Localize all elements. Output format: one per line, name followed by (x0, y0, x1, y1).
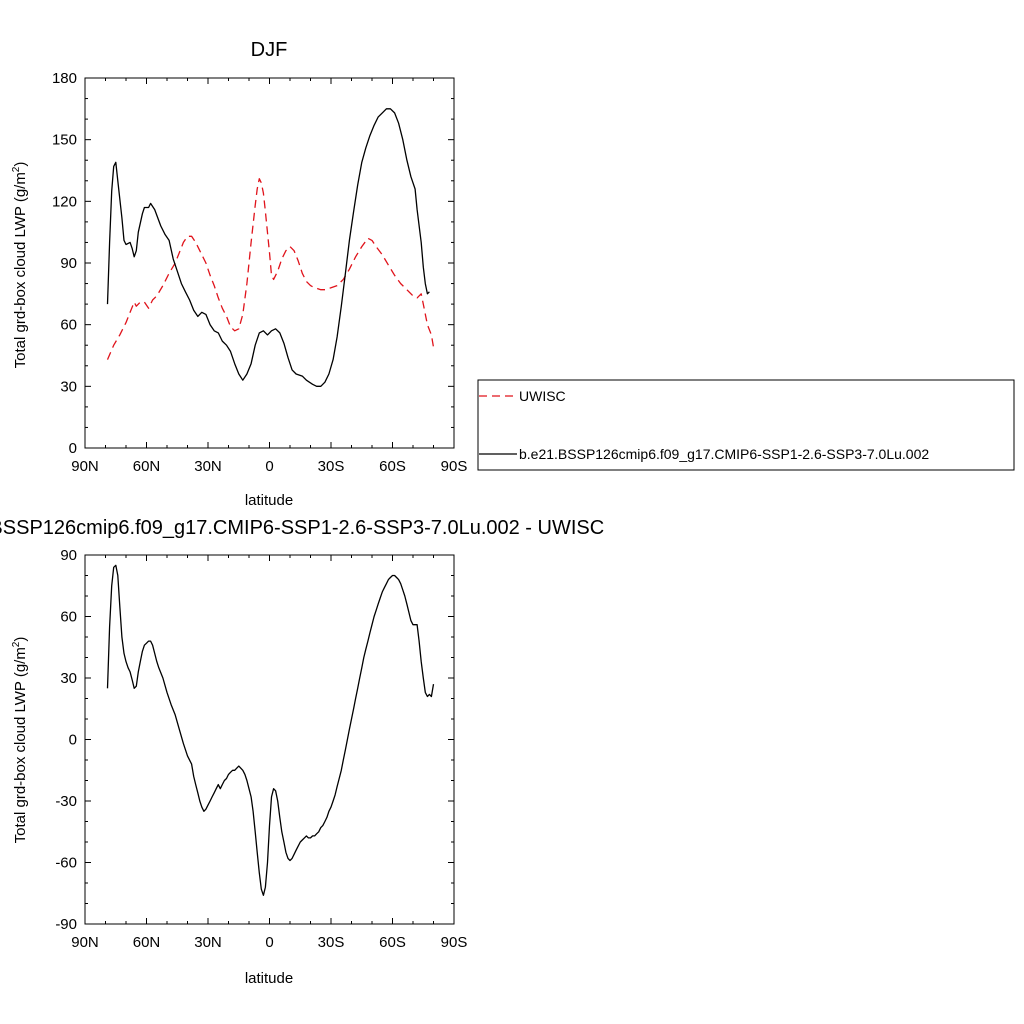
x-tick-label: 90N (71, 934, 99, 951)
y-tick-label: -60 (55, 855, 77, 872)
y-axis-label-main: Total grd-box cloud LWP (g/m (12, 647, 29, 843)
plot-area: 90N 60N 30N 0 30S 60S 90S 0 30 60 90 120 150 180 (52, 70, 467, 475)
y-tick-label: -30 (55, 793, 77, 810)
legend-label-model: b.e21.BSSP126cmip6.f09_g17.CMIP6-SSP1-2.… (519, 446, 929, 462)
y-tick-label: 0 (69, 440, 77, 457)
y-tick-label: 150 (52, 132, 77, 149)
y-tick-label: 180 (52, 70, 77, 87)
y-tick-label: 60 (60, 609, 77, 626)
y-axis-label: Total grd-box cloud LWP (g/m2) (11, 637, 29, 844)
series-line-b-e21-bssp126cmip6-f09-g17-cmip6-ssp1-2-6-ssp3-7-0lu-002 (106, 108, 430, 387)
x-tick-label: 60N (133, 934, 161, 951)
y-tick-label: 30 (60, 378, 77, 395)
chart-title: DJF (251, 39, 288, 61)
y-axis-label-end: ) (12, 162, 29, 167)
x-tick-label: 30S (318, 458, 345, 475)
x-tick-label: 90S (441, 934, 468, 951)
x-tick-label: 60S (379, 934, 406, 951)
y-axis-label-sup: 2 (11, 641, 22, 647)
y-axis-label-end: ) (12, 637, 29, 642)
x-axis-label: latitude (245, 492, 293, 509)
chart-difference: b.e21.BSSP126cmip6.f09_g17.CMIP6-SSP1-2.… (0, 517, 604, 987)
y-axis-label: Total grd-box cloud LWP (g/m2) (11, 162, 29, 369)
x-tick-label: 30S (318, 934, 345, 951)
x-tick-label: 30N (194, 458, 222, 475)
x-tick-label: 0 (265, 934, 273, 951)
y-tick-label: 60 (60, 317, 77, 334)
x-tick-label: 60N (133, 458, 161, 475)
x-tick-label: 90N (71, 458, 99, 475)
legend: UWISC b.e21.BSSP126cmip6.f09_g17.CMIP6-S… (477, 379, 1015, 471)
x-axis-label: latitude (245, 970, 293, 987)
y-tick-label: 90 (60, 255, 77, 272)
x-tick-label: 30N (194, 934, 222, 951)
y-axis-label-sup: 2 (11, 166, 22, 172)
legend-frame (477, 379, 1015, 471)
y-tick-label: 120 (52, 193, 77, 210)
series-line-difference (106, 564, 435, 896)
y-tick-label: 30 (60, 670, 77, 687)
chart-djf: DJF Total grd-box cloud LWP (g/m2) latit… (11, 39, 1015, 509)
x-tick-label: 90S (441, 458, 468, 475)
legend-label-uwisc: UWISC (519, 388, 566, 404)
x-tick-label: 0 (265, 458, 273, 475)
x-tick-label: 60S (379, 458, 406, 475)
chart-title: b.e21.BSSP126cmip6.f09_g17.CMIP6-SSP1-2.… (0, 517, 604, 539)
plot-area: 90N 60N 30N 0 30S 60S 90S -90 -60 -30 0 30 60 90 (55, 547, 467, 951)
y-tick-label: 0 (69, 732, 77, 749)
y-tick-label: -90 (55, 916, 77, 933)
y-tick-label: 90 (60, 547, 77, 564)
series-line-uwisc (106, 178, 435, 360)
y-axis-label-main: Total grd-box cloud LWP (g/m (12, 172, 29, 368)
